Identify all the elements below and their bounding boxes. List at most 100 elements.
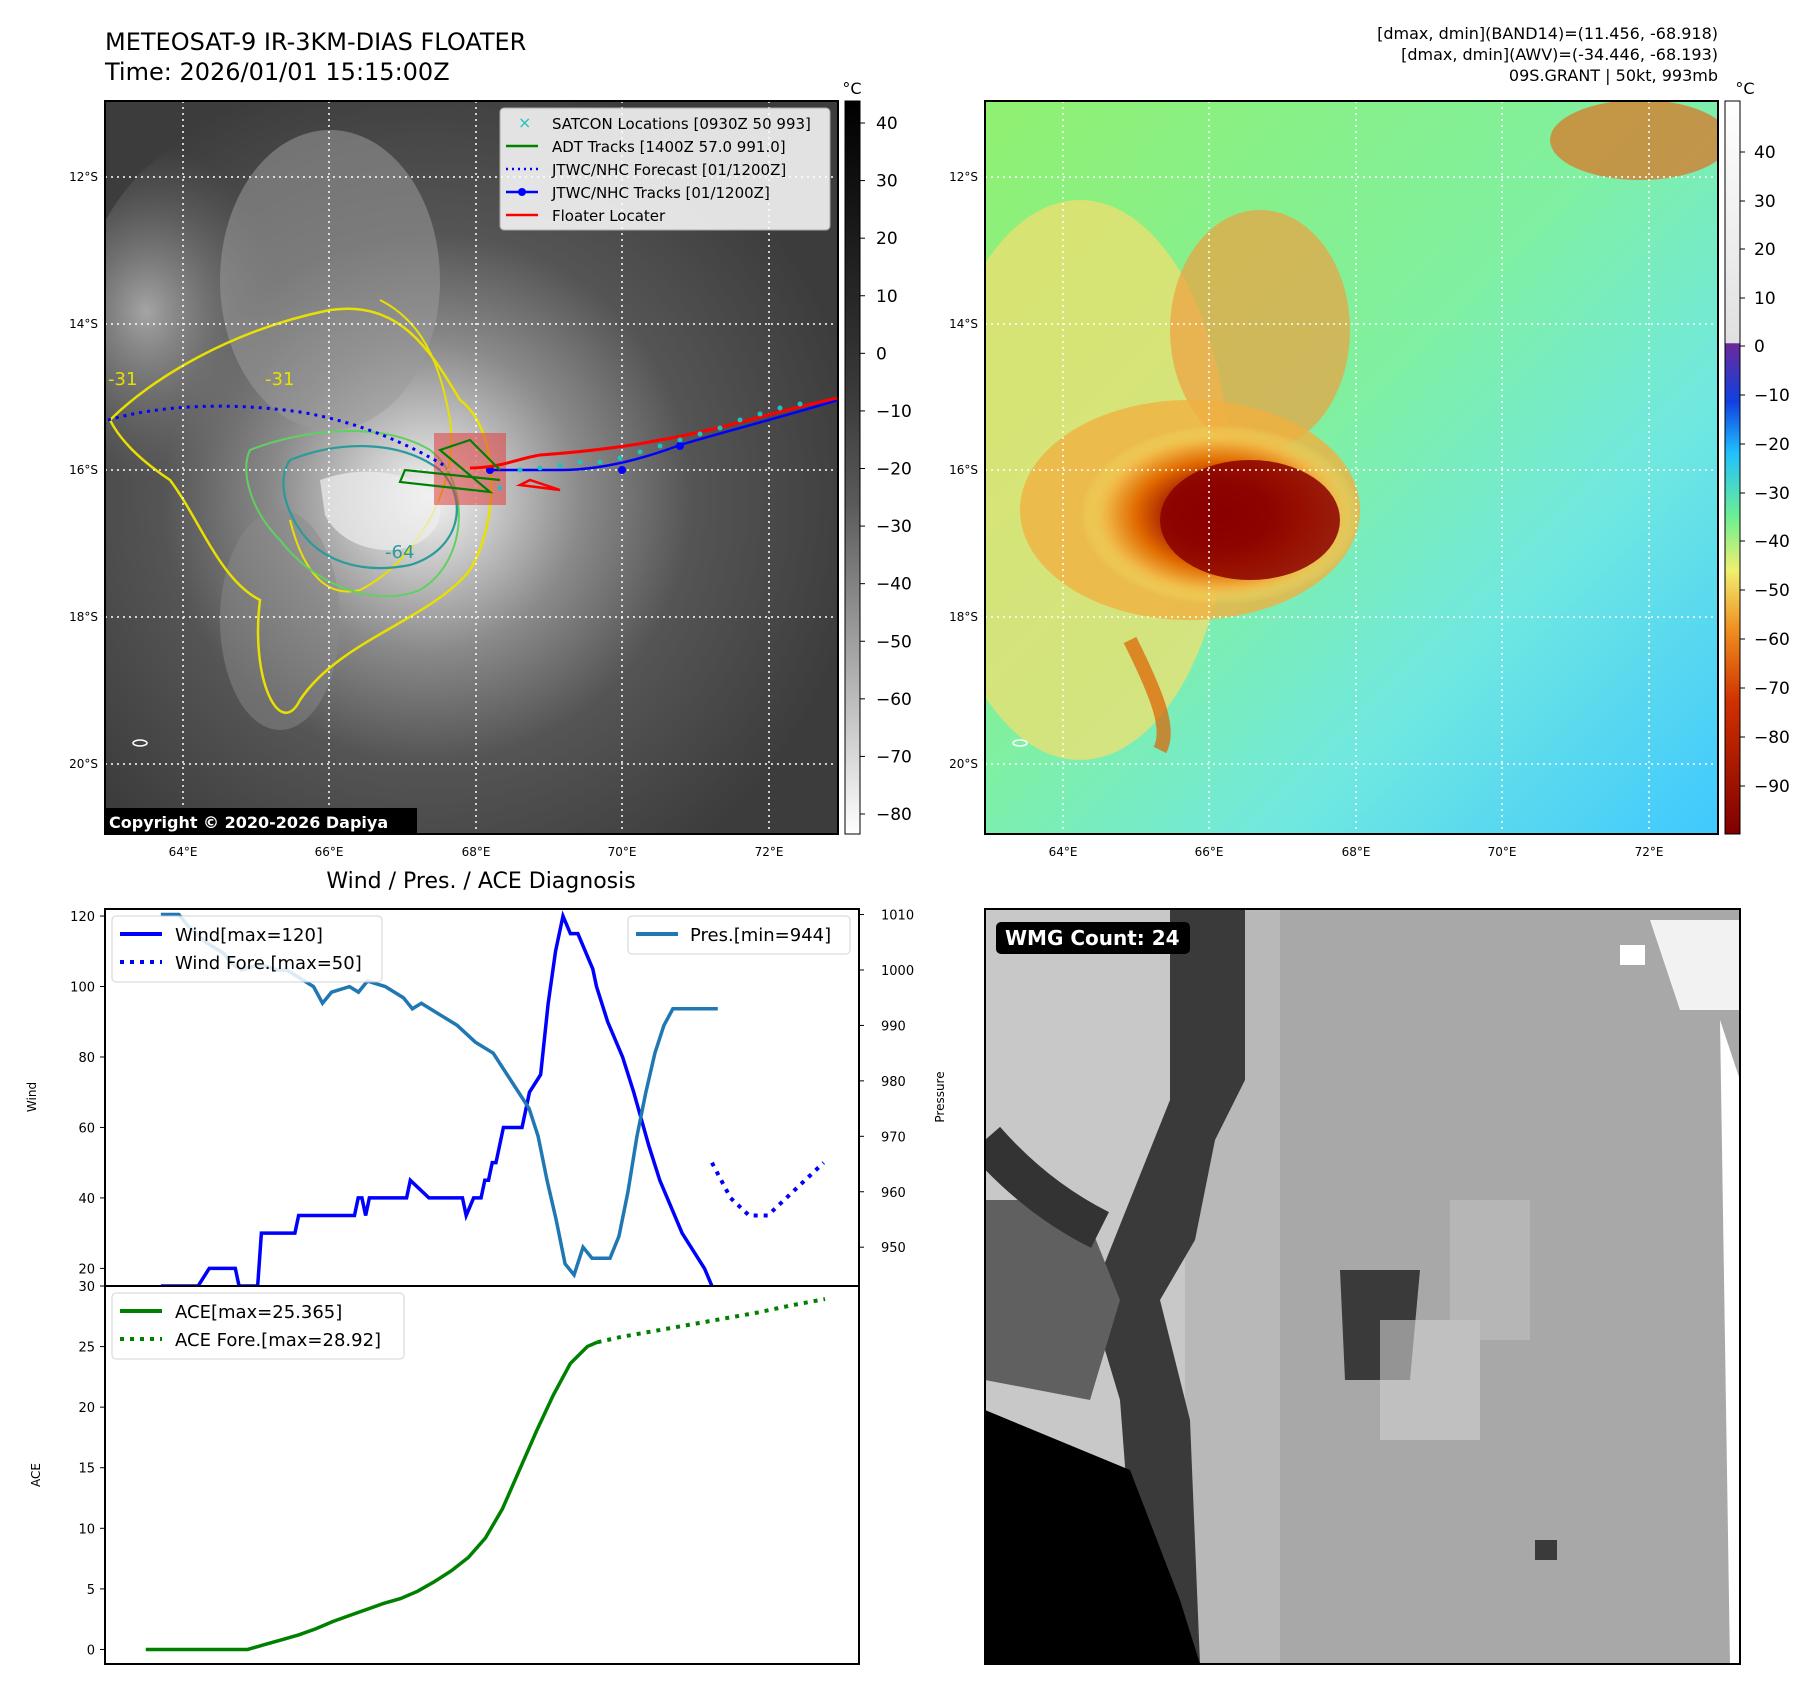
- awv-colorbar-tick-label: −60: [1754, 630, 1790, 650]
- adt-track: [398, 438, 501, 494]
- awv-colorbar-tick-label: −90: [1754, 777, 1790, 797]
- pressure-tick-label: 1000: [881, 964, 914, 979]
- svg-text:16°S: 16°S: [69, 463, 98, 477]
- legend-floater-label: Floater Locater: [552, 207, 666, 225]
- svg-text:18°S: 18°S: [69, 610, 98, 624]
- svg-text:14°S: 14°S: [69, 317, 98, 331]
- legend-adt-label: ADT Tracks [1400Z 57.0 991.0]: [552, 138, 786, 156]
- svg-text:18°S: 18°S: [949, 610, 978, 624]
- svg-text:66°E: 66°E: [1195, 845, 1224, 859]
- contour-label-core: -64: [385, 542, 414, 563]
- figure-time: Time: 2026/01/01 15:15:00Z: [104, 58, 450, 86]
- wind-tick-label: 80: [78, 1051, 95, 1066]
- wind-line: [160, 910, 714, 1288]
- ir-colorbar-tick-label: −40: [876, 575, 912, 595]
- svg-text:68°E: 68°E: [462, 845, 491, 859]
- awv-gridlines: [985, 101, 1718, 834]
- ir-colorbar-tick-label: −70: [876, 747, 912, 767]
- svg-text:64°E: 64°E: [169, 845, 198, 859]
- storm-info: 09S.GRANT | 50kt, 993mb: [1509, 66, 1718, 85]
- wmg-count-box: [996, 922, 1190, 954]
- pressure-tick-label: 990: [881, 1019, 906, 1034]
- ace-tick-label: 20: [78, 1401, 95, 1416]
- svg-text:20°S: 20°S: [69, 757, 98, 771]
- ace-legend: ACE[max=25.365] ACE Fore.[max=28.92]: [111, 1292, 405, 1360]
- legend-satcon-marker: ×: [518, 113, 531, 132]
- pressure-tick-label: 980: [881, 1075, 906, 1090]
- svg-text:12°S: 12°S: [949, 170, 978, 184]
- ir-colorbar: °C 40 30 20 10 0 −10 −20 −30 −40 −50 −60 −70 −80: [842, 79, 912, 835]
- awv-colorbar-tick-label: −10: [1754, 386, 1790, 406]
- wind-legend: Wind[max=120] Wind Fore.[max=50]: [111, 915, 383, 983]
- floater-track: [469, 396, 838, 470]
- ace-tick-label: 25: [78, 1341, 95, 1356]
- ace-tick-label: 15: [78, 1462, 95, 1477]
- legend-wind-label: Wind[max=120]: [175, 925, 323, 946]
- ir-colorbar-tick-label: 30: [876, 172, 898, 192]
- pressure-tick-label: 1010: [881, 909, 914, 924]
- svg-text:70°E: 70°E: [1488, 845, 1517, 859]
- contour-minus-31: [108, 307, 493, 714]
- wind-axis-label: Wind: [25, 1082, 39, 1112]
- legend-track-label: JTWC/NHC Tracks [01/1200Z]: [551, 184, 770, 202]
- wmg-panel: WMG Count: 24: [984, 908, 1741, 1665]
- copyright-text: Copyright © 2020-2026 Dapiya: [109, 813, 388, 832]
- legend-pres-label: Pres.[min=944]: [690, 925, 831, 946]
- ir-colorbar-tick-label: −20: [876, 460, 912, 480]
- awv-colorbar-tick-label: 10: [1754, 289, 1776, 309]
- ace-line: [145, 1340, 599, 1652]
- ace-tick-label: 30: [78, 1280, 95, 1295]
- stats-band14: [dmax, dmin](BAND14)=(11.456, -68.918): [1377, 24, 1718, 43]
- svg-text:64°E: 64°E: [1049, 845, 1078, 859]
- legend-ace-fore-label: ACE Fore.[max=28.92]: [175, 1330, 381, 1351]
- awv-lon-labels: 64°E 66°E 68°E 70°E 72°E: [1049, 845, 1664, 859]
- figure-title: METEOSAT-9 IR-3KM-DIAS FLOATER: [105, 28, 526, 56]
- jtwc-forecast-track: [107, 404, 446, 468]
- awv-colorbar-tick-label: 20: [1754, 240, 1776, 260]
- wind-tick-label: 20: [78, 1262, 95, 1277]
- awv-colorbar-tick-label: −70: [1754, 679, 1790, 699]
- ir-colorbar-tick-label: 0: [876, 344, 887, 364]
- svg-text:72°E: 72°E: [755, 845, 784, 859]
- ir-lon-labels: 64°E 66°E 68°E 70°E 72°E: [169, 845, 784, 859]
- ir-colorbar-tick-label: −10: [876, 402, 912, 422]
- ace-tick-label: 0: [87, 1643, 95, 1658]
- awv-colorbar: °C 40 30 20 10 0 −10 −20 −30 −40 −50 −60 −70 −80 −90: [1724, 79, 1790, 835]
- awv-colorbar-tick-label: 0: [1754, 337, 1765, 357]
- awv-colorbar-tick-label: −80: [1754, 728, 1790, 748]
- stats-awv: [dmax, dmin](AWV)=(-34.446, -68.193): [1401, 45, 1718, 64]
- wind-pressure-chart: Wind Pressure 20 40 60 80 100 120 950 960 970 98…: [25, 908, 947, 1288]
- wmg-count-label: WMG Count: 24: [1005, 926, 1180, 950]
- copyright-box: [105, 808, 417, 834]
- legend-ace-label: ACE[max=25.365]: [175, 1302, 342, 1323]
- awv-colorbar-tick-label: 40: [1754, 143, 1776, 163]
- ace-tick-label: 5: [87, 1583, 95, 1598]
- awv-colorbar-tick-label: −40: [1754, 532, 1790, 552]
- ir-colorbar-tick-label: 10: [876, 287, 898, 307]
- satcon-markers: [497, 401, 803, 491]
- svg-text:70°E: 70°E: [608, 845, 637, 859]
- contour-minus-64: [282, 444, 458, 570]
- awv-colorbar-unit: °C: [1735, 79, 1754, 98]
- diagnosis-title: Wind / Pres. / ACE Diagnosis: [326, 869, 635, 894]
- wind-tick-label: 100: [70, 981, 95, 996]
- legend-satcon-label: SATCON Locations [0930Z 50 993]: [552, 115, 811, 133]
- ir-map-panel: -31 -64 -31 Copyright © 2020-2026 Dapiya…: [69, 100, 839, 859]
- pressure-tick-label: 960: [881, 1186, 906, 1201]
- awv-colorbar-tick-label: −30: [1754, 484, 1790, 504]
- wind-tick-label: 40: [78, 1192, 95, 1207]
- pressure-axis-label: Pressure: [933, 1071, 947, 1122]
- svg-text:72°E: 72°E: [1635, 845, 1664, 859]
- svg-text:20°S: 20°S: [949, 757, 978, 771]
- awv-colorbar-tick-label: 30: [1754, 192, 1776, 212]
- svg-text:14°S: 14°S: [949, 317, 978, 331]
- ir-colorbar-tick-label: −60: [876, 690, 912, 710]
- contour-label-top: -31: [265, 369, 294, 390]
- svg-text:66°E: 66°E: [315, 845, 344, 859]
- contour-label-left: -31: [108, 369, 137, 390]
- ir-lat-labels: 12°S 14°S 16°S 18°S 20°S: [69, 170, 98, 771]
- svg-text:68°E: 68°E: [1342, 845, 1371, 859]
- ir-colorbar-unit: °C: [842, 79, 861, 98]
- awv-map-panel: 12°S 14°S 16°S 18°S 20°S 64°E 66°E 68°E …: [949, 100, 1719, 859]
